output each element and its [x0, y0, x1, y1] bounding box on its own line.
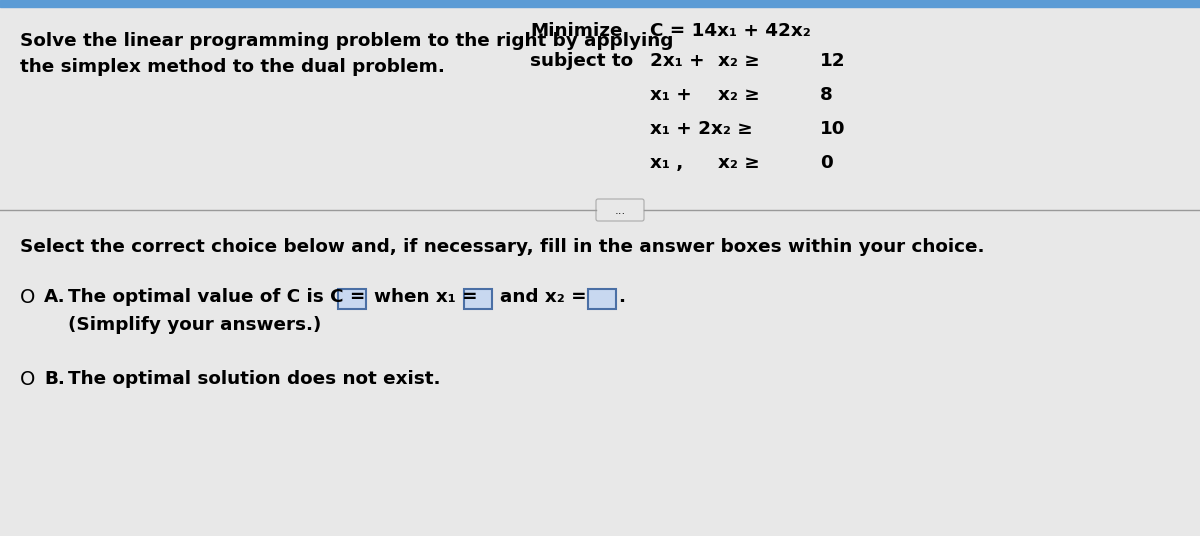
Text: O: O	[20, 288, 35, 307]
Text: O: O	[20, 370, 35, 389]
Text: x₁ +: x₁ +	[650, 86, 691, 104]
Text: x₁ + 2x₂ ≥: x₁ + 2x₂ ≥	[650, 120, 752, 138]
Text: the simplex method to the dual problem.: the simplex method to the dual problem.	[20, 58, 445, 76]
Text: 0: 0	[820, 154, 833, 172]
Text: x₂ ≥: x₂ ≥	[718, 154, 760, 172]
Text: Solve the linear programming problem to the right by applying: Solve the linear programming problem to …	[20, 32, 673, 50]
FancyBboxPatch shape	[588, 289, 616, 309]
Text: when x₁ =: when x₁ =	[374, 288, 478, 306]
Text: 10: 10	[820, 120, 846, 138]
Text: subject to: subject to	[530, 52, 634, 70]
Text: x₂ ≥: x₂ ≥	[718, 86, 760, 104]
Text: 2x₁ +: 2x₁ +	[650, 52, 704, 70]
Text: x₂ ≥: x₂ ≥	[718, 52, 760, 70]
FancyBboxPatch shape	[596, 199, 644, 221]
Text: Select the correct choice below and, if necessary, fill in the answer boxes with: Select the correct choice below and, if …	[20, 238, 984, 256]
Text: The optimal value of C is C =: The optimal value of C is C =	[68, 288, 365, 306]
Text: 8: 8	[820, 86, 833, 104]
Text: (Simplify your answers.): (Simplify your answers.)	[68, 316, 322, 334]
Text: ...: ...	[614, 204, 625, 217]
Text: x₁ ,: x₁ ,	[650, 154, 683, 172]
FancyBboxPatch shape	[338, 289, 366, 309]
Text: C = 14x₁ + 42x₂: C = 14x₁ + 42x₂	[650, 22, 811, 40]
Bar	[0, 0, 1200, 7]
FancyBboxPatch shape	[464, 289, 492, 309]
Text: Minimize: Minimize	[530, 22, 623, 40]
Text: A.: A.	[44, 288, 66, 306]
Text: 12: 12	[820, 52, 846, 70]
Text: B.: B.	[44, 370, 65, 388]
Text: and x₂ =: and x₂ =	[500, 288, 587, 306]
Text: .: .	[618, 288, 625, 306]
Text: The optimal solution does not exist.: The optimal solution does not exist.	[68, 370, 440, 388]
